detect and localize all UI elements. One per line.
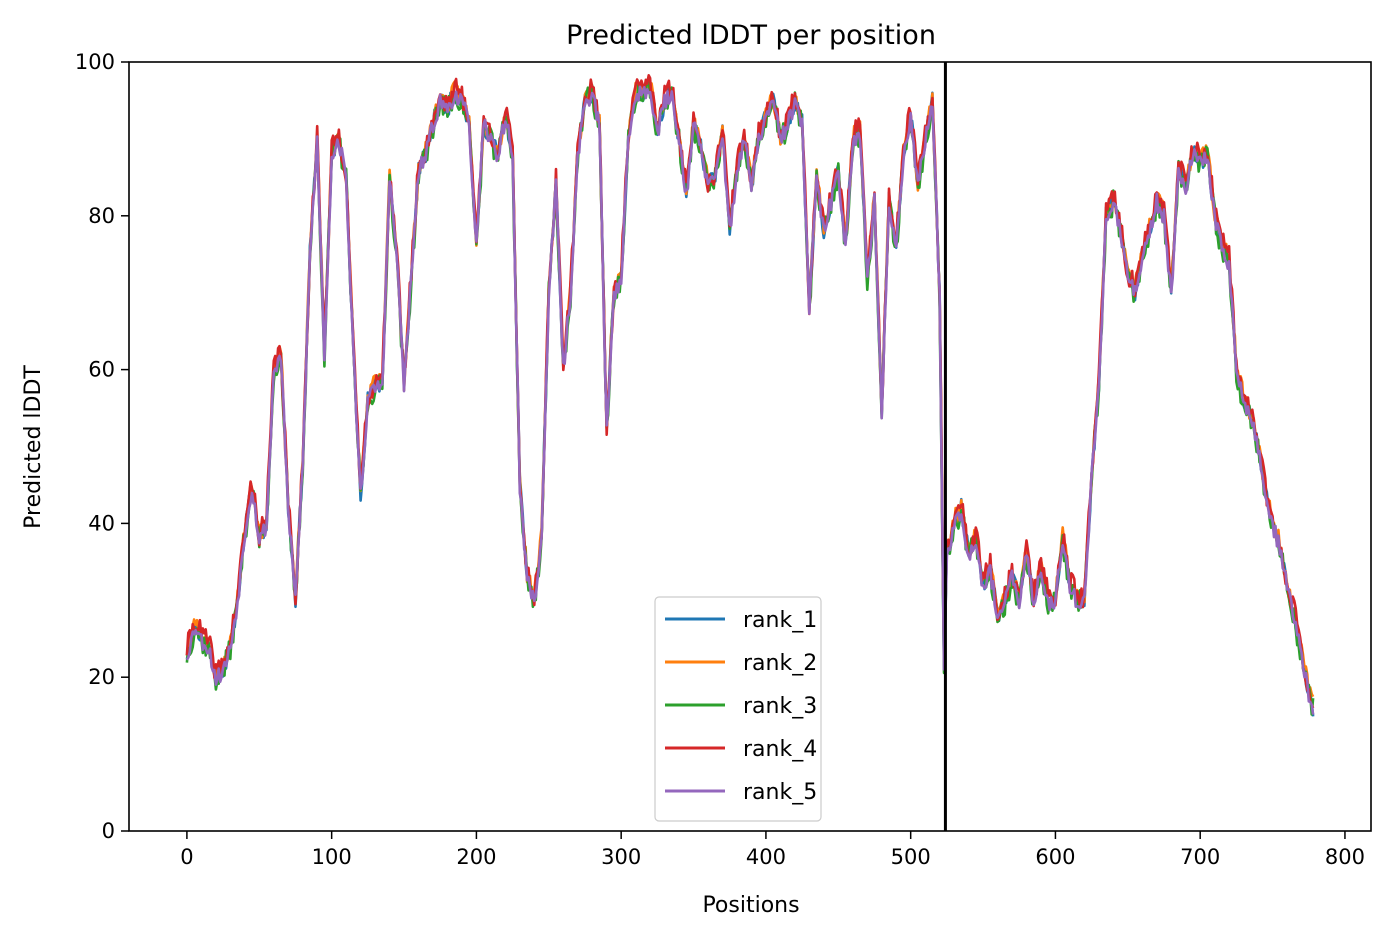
- x-tick-label: 400: [746, 845, 786, 869]
- y-axis-label: Predicted lDDT: [21, 365, 46, 529]
- legend-label-rank_3: rank_3: [743, 694, 817, 719]
- x-tick-label: 800: [1325, 845, 1365, 869]
- y-tick-label: 40: [88, 511, 115, 535]
- y-tick-label: 20: [88, 665, 115, 689]
- x-tick-label: 700: [1180, 845, 1220, 869]
- y-tick-label: 80: [88, 204, 115, 228]
- x-tick-label: 500: [891, 845, 931, 869]
- legend-label-rank_2: rank_2: [743, 651, 817, 676]
- x-axis-label: Positions: [702, 893, 799, 918]
- x-tick-label: 200: [456, 845, 496, 869]
- x-axis: 0 100 200 300 400 500 600 700 800: [180, 831, 1365, 869]
- y-axis: 0 20 40 60 80 100: [75, 50, 129, 843]
- x-tick-label: 100: [312, 845, 352, 869]
- legend-box: [654, 596, 822, 822]
- legend-label-rank_4: rank_4: [743, 737, 817, 762]
- axes-frame: [128, 61, 1372, 832]
- chart-title: Predicted lDDT per position: [566, 20, 936, 51]
- y-tick-label: 0: [102, 819, 115, 843]
- legend-label-rank_5: rank_5: [743, 780, 817, 805]
- series-line-rank_5: [185, 85, 1315, 715]
- y-tick-label: 60: [88, 358, 115, 382]
- legend-label-rank_1: rank_1: [743, 608, 817, 633]
- x-tick-label: 600: [1035, 845, 1075, 869]
- x-tick-label: 300: [601, 845, 641, 869]
- plot-area: [128, 61, 1372, 832]
- x-tick-label: 0: [180, 845, 193, 869]
- legend: rank_1 rank_2 rank_3 rank_4 rank_5: [654, 596, 822, 822]
- y-tick-label: 100: [75, 50, 115, 74]
